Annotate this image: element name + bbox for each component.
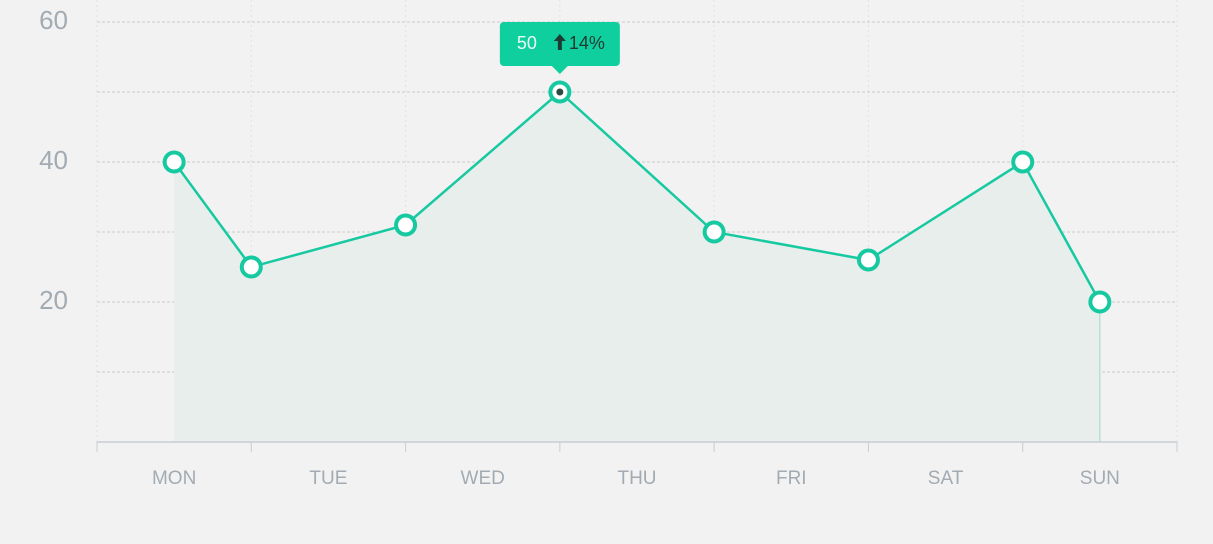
point [394, 213, 418, 237]
point [239, 255, 263, 279]
tooltip: 50 14% [499, 22, 620, 74]
y-tick-label: 60 [39, 5, 68, 35]
point [702, 220, 726, 244]
x-tick-label: THU [617, 468, 656, 489]
point [162, 150, 186, 174]
point [856, 248, 880, 272]
point [1088, 290, 1112, 314]
point [1011, 150, 1035, 174]
tooltip-pointer [551, 66, 568, 74]
y-tick-label: 20 [39, 285, 68, 315]
x-tick-label: FRI [776, 468, 807, 489]
tooltip-value: 50 [517, 33, 537, 53]
y-tick-label: 40 [39, 145, 68, 175]
area [174, 92, 1100, 442]
x-tick-label: MON [152, 468, 196, 489]
tooltip-change: 14% [569, 33, 605, 53]
up-arrow [553, 34, 566, 50]
x-tick-label: SAT [928, 468, 964, 489]
x-tick-label: TUE [309, 468, 347, 489]
active-dot [556, 88, 564, 96]
x-tick-label: SUN [1080, 468, 1120, 489]
x-tick-label: WED [461, 468, 505, 489]
line [173, 90, 1101, 303]
